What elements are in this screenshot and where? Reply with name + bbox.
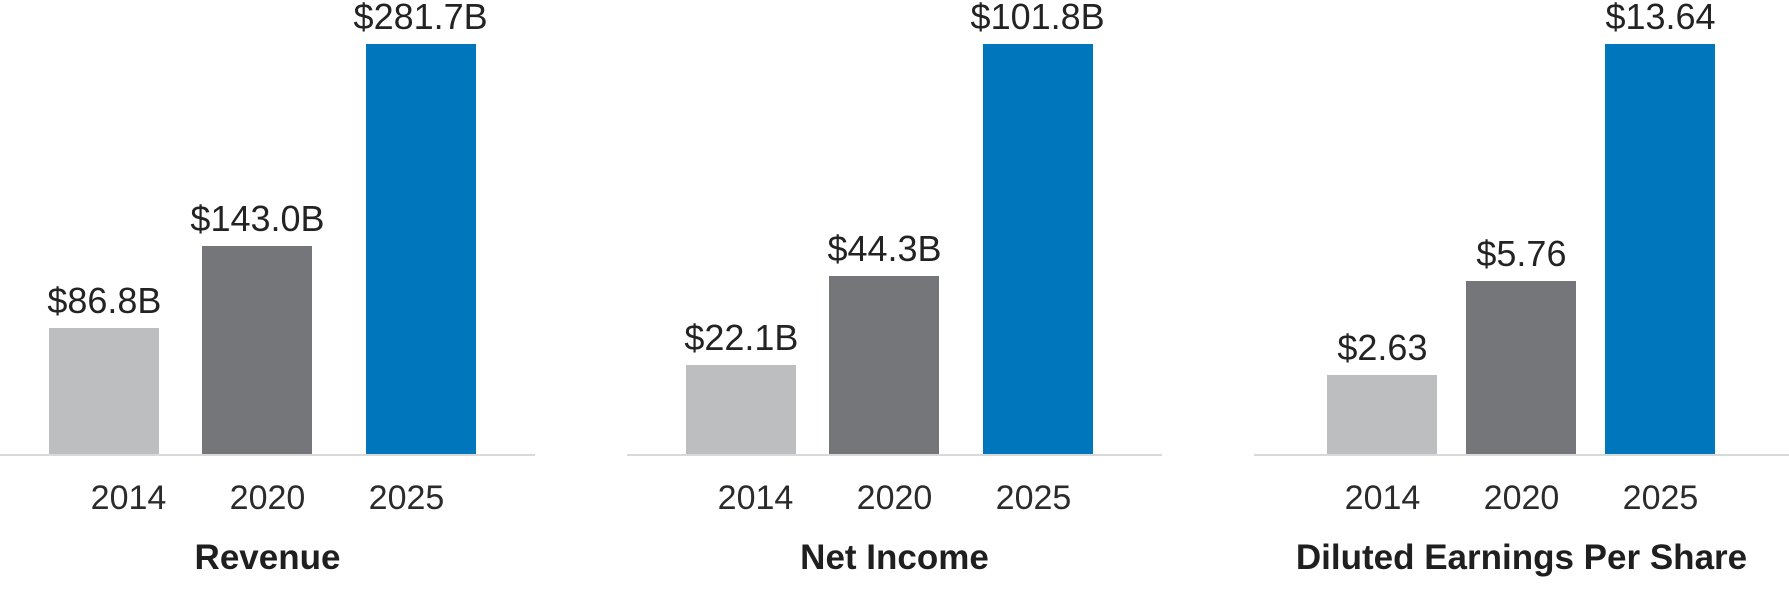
x-tick-2020: 2020	[229, 479, 306, 517]
plot-area-diluted-eps: $2.63 $5.76 $13.64	[1254, 0, 1789, 454]
bar-2025	[365, 44, 476, 454]
chart-diluted-eps: $2.63 $5.76 $13.64 2014 2020 2025 Dilute…	[1254, 0, 1789, 595]
x-tick-2020: 2020	[856, 479, 933, 517]
bar-column-2020: $143.0B	[190, 198, 325, 454]
x-tick-2025: 2025	[368, 479, 445, 517]
x-axis-line	[1254, 454, 1789, 456]
bar-2014	[49, 328, 160, 454]
bar-column-2020: $5.76	[1466, 233, 1577, 454]
chart-title: Net Income	[800, 538, 989, 578]
value-label: $2.63	[1337, 327, 1428, 368]
x-tick-row: 2014 2020 2025	[0, 479, 535, 517]
bar-2020	[829, 276, 940, 454]
value-label: $281.7B	[353, 0, 488, 37]
chart-net-income: $22.1B $44.3B $101.8B 2014 2020 2025 Net…	[627, 0, 1162, 595]
x-tick-2014: 2014	[717, 479, 794, 517]
value-label: $86.8B	[47, 280, 162, 321]
bar-2014	[1327, 375, 1438, 454]
bar-2025	[982, 44, 1093, 454]
bar-2020	[202, 246, 313, 454]
plot-area-net-income: $22.1B $44.3B $101.8B	[627, 0, 1162, 454]
bar-column-2020: $44.3B	[827, 228, 942, 454]
bar-2014	[686, 365, 797, 454]
x-tick-2025: 2025	[1622, 479, 1699, 517]
bar-column-2014: $86.8B	[47, 283, 161, 454]
bar-column-2025: $281.7B	[354, 0, 488, 454]
x-tick-2025: 2025	[995, 479, 1072, 517]
value-label: $22.1B	[684, 317, 799, 358]
bar-2025	[1605, 44, 1716, 454]
plot-area-revenue: $86.8B $143.0B $281.7B	[0, 0, 535, 454]
x-tick-2014: 2014	[90, 479, 167, 517]
x-tick-2020: 2020	[1483, 479, 1560, 517]
x-tick-row: 2014 2020 2025	[1254, 479, 1789, 517]
bar-2020	[1466, 281, 1577, 454]
bar-column-2025: $101.8B	[971, 0, 1105, 454]
chart-title: Revenue	[194, 538, 341, 578]
value-label: $44.3B	[827, 228, 942, 269]
bar-column-2014: $22.1B	[684, 320, 798, 454]
x-axis-line	[0, 454, 535, 456]
x-tick-2014: 2014	[1344, 479, 1421, 517]
bar-column-2025: $13.64	[1605, 0, 1716, 454]
value-label: $101.8B	[970, 0, 1105, 37]
x-axis-line	[627, 454, 1162, 456]
bar-column-2014: $2.63	[1327, 327, 1438, 454]
x-tick-row: 2014 2020 2025	[627, 479, 1162, 517]
chart-revenue: $86.8B $143.0B $281.7B 2014 2020 2025 Re…	[0, 0, 535, 595]
value-label: $143.0B	[190, 198, 325, 239]
value-label: $5.76	[1476, 233, 1567, 274]
value-label: $13.64	[1605, 0, 1716, 37]
chart-title: Diluted Earnings Per Share	[1295, 538, 1748, 578]
